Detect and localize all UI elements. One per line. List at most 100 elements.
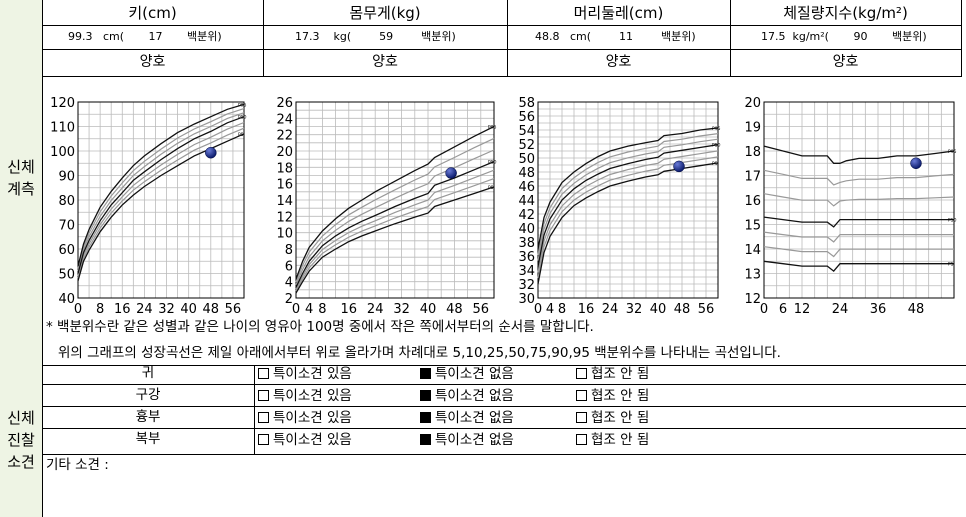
side-label-measure: 신체 계측 <box>7 158 35 198</box>
other-findings-label: 기타 소견 : <box>46 457 109 473</box>
exam-option[interactable]: 특이소견 없음 <box>420 388 514 404</box>
exam-option[interactable]: 특이소견 있음 <box>258 388 352 404</box>
x-tick-label: 48 <box>446 302 463 317</box>
exam-option[interactable]: 협조 안 됨 <box>576 366 649 382</box>
percentile-curve-p95 <box>77 103 245 267</box>
y-tick-label: 40 <box>518 222 535 237</box>
curve-label: P95 <box>948 149 957 155</box>
y-tick-label: 36 <box>518 250 535 265</box>
exam-option-label: 특이소견 있음 <box>273 432 352 448</box>
exam-option[interactable]: 특이소견 있음 <box>258 410 352 426</box>
percentile-curve-p50 <box>77 116 245 274</box>
y-tick-label: 2 <box>285 292 293 307</box>
chart-grid <box>295 101 495 299</box>
side-label-exam-bg <box>0 365 42 517</box>
x-tick-label: 16 <box>578 302 595 317</box>
grid-line <box>263 0 264 77</box>
curve-label: P50 <box>238 115 247 121</box>
y-tick-label: 15 <box>744 219 761 234</box>
curve-label: P5 <box>712 161 718 167</box>
x-tick-label: 48 <box>908 302 925 317</box>
y-tick-label: 48 <box>518 166 535 181</box>
x-tick-label: 6 <box>779 302 787 317</box>
status-head-circumference: 양호 <box>605 54 632 70</box>
exam-option[interactable]: 협조 안 됨 <box>576 432 649 448</box>
percentile-curve-p50 <box>537 144 719 267</box>
value-head-circumference: 48.8 cm( 11 백분위) <box>535 30 696 43</box>
y-tick-label: 60 <box>58 243 75 258</box>
exam-option-label: 협조 안 됨 <box>591 432 650 448</box>
bmi-growth-chart: 12 13 14 15 16 17 18 19 20 0 6 12 24 36 48 P95 P50 P5 <box>744 96 957 317</box>
y-tick-label: 6 <box>285 259 293 274</box>
y-tick-label: 18 <box>744 145 761 160</box>
note-growth-curve-explanation: 위의 그래프의 성장곡선은 제일 아래에서부터 위로 올라가며 차례대로 5,1… <box>58 345 781 361</box>
x-tick-label: 24 <box>832 302 849 317</box>
exam-option[interactable]: 특이소견 없음 <box>420 366 514 382</box>
percentile-curve <box>77 112 245 272</box>
percentile-curve <box>77 121 245 277</box>
x-tick-label: 40 <box>420 302 437 317</box>
exam-option[interactable]: 특이소견 있음 <box>258 432 352 448</box>
exam-option-label: 특이소견 없음 <box>435 432 514 448</box>
exam-option-label: 특이소견 있음 <box>273 366 352 382</box>
curve-label: P50 <box>712 143 721 149</box>
curve-label: P95 <box>712 126 721 132</box>
y-tick-label: 70 <box>58 219 75 234</box>
checkbox-empty-icon[interactable] <box>576 368 587 379</box>
percentile-curve <box>763 193 955 207</box>
y-tick-label: 42 <box>518 208 535 223</box>
curve-label: P50 <box>948 218 957 224</box>
percentile-curve <box>295 169 495 290</box>
percentile-curve <box>537 156 719 279</box>
x-tick-label: 4 <box>546 302 554 317</box>
curve-label: P95 <box>488 125 497 131</box>
grid-line <box>42 365 966 366</box>
percentile-curve <box>537 150 719 273</box>
percentile-curve <box>763 169 955 186</box>
checkbox-checked-icon[interactable] <box>420 434 431 445</box>
checkbox-empty-icon[interactable] <box>576 390 587 401</box>
x-tick-label: 24 <box>602 302 619 317</box>
y-tick-label: 13 <box>744 268 761 283</box>
x-tick-label: 40 <box>650 302 667 317</box>
plot-frame <box>763 101 955 299</box>
grid-line <box>42 49 962 50</box>
y-tick-label: 50 <box>58 268 75 283</box>
x-tick-label: 56 <box>473 302 490 317</box>
y-tick-label: 54 <box>518 124 535 139</box>
exam-option-label: 협조 안 됨 <box>591 388 650 404</box>
checkbox-empty-icon[interactable] <box>576 412 587 423</box>
exam-option[interactable]: 특이소견 없음 <box>420 410 514 426</box>
y-tick-label: 52 <box>518 138 535 153</box>
x-tick-label: 8 <box>96 302 104 317</box>
x-tick-label: 0 <box>74 302 82 317</box>
exam-option[interactable]: 특이소견 없음 <box>420 432 514 448</box>
checkbox-empty-icon[interactable] <box>258 390 269 401</box>
checkbox-empty-icon[interactable] <box>576 434 587 445</box>
x-tick-label: 24 <box>367 302 384 317</box>
checkbox-checked-icon[interactable] <box>420 390 431 401</box>
x-tick-label: 0 <box>534 302 542 317</box>
grid-line <box>42 384 966 385</box>
checkbox-checked-icon[interactable] <box>420 412 431 423</box>
percentile-curve-p95 <box>295 125 495 280</box>
checkbox-empty-icon[interactable] <box>258 412 269 423</box>
exam-option[interactable]: 협조 안 됨 <box>576 410 649 426</box>
other-findings-area[interactable] <box>43 474 963 516</box>
exam-option[interactable]: 협조 안 됨 <box>576 388 649 404</box>
exam-row-label: 구강 <box>135 387 161 403</box>
percentile-curve <box>537 133 719 256</box>
side-label-exam: 신체 진찰 소견 <box>7 409 35 471</box>
checkbox-checked-icon[interactable] <box>420 368 431 379</box>
checkbox-empty-icon[interactable] <box>258 368 269 379</box>
grid-line <box>961 0 962 77</box>
exam-option[interactable]: 특이소견 있음 <box>258 366 352 382</box>
percentile-curve <box>295 137 495 283</box>
percentile-curve-p50 <box>295 160 495 288</box>
percentile-curve <box>763 246 954 258</box>
checkbox-empty-icon[interactable] <box>258 434 269 445</box>
percentile-curve <box>77 127 245 279</box>
exam-option-label: 특이소견 있음 <box>273 410 352 426</box>
y-tick-label: 26 <box>276 96 293 111</box>
exam-option-label: 특이소견 없음 <box>435 388 514 404</box>
